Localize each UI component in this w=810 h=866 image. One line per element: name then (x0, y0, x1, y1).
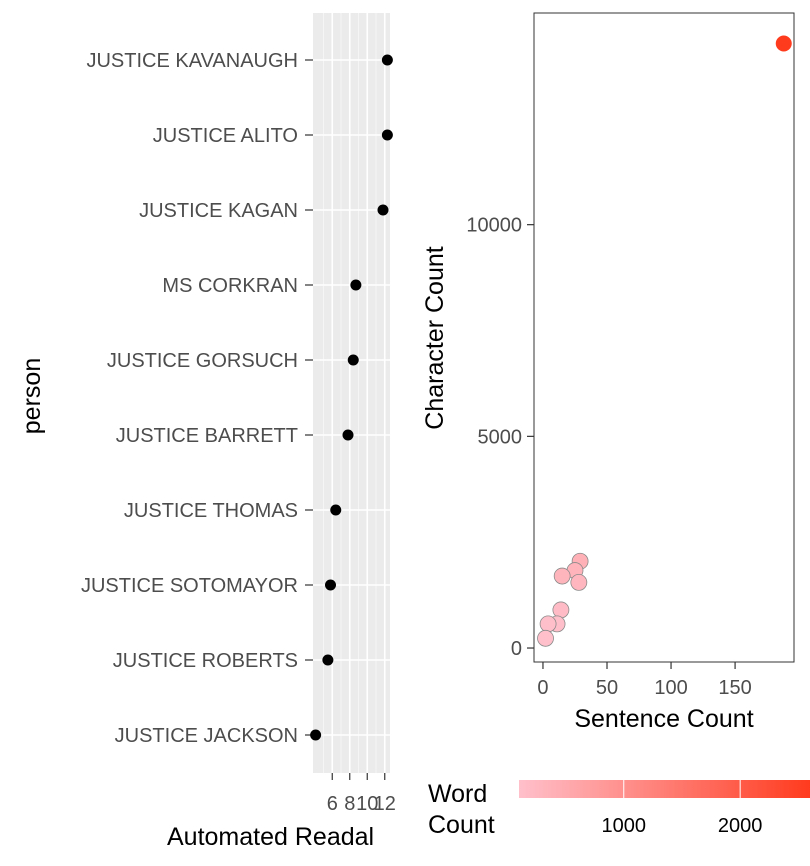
category-label: JUSTICE THOMAS (124, 500, 298, 522)
dot-point (325, 579, 336, 591)
readability-dot-plot: JUSTICE KAVANAUGH JUSTICE ALITO JUSTICE KA… (18, 13, 396, 851)
scatter-point (570, 574, 588, 591)
category-label: JUSTICE KAGAN (139, 200, 298, 222)
scatter-point (539, 615, 557, 633)
y-tick-label: 5000 (478, 426, 523, 448)
legend-title-line2: Count (428, 811, 495, 839)
y-axis-ticks: 0 5000 10000 (466, 215, 534, 660)
x-axis-title: Sentence Count (574, 705, 753, 733)
data-points (537, 35, 792, 647)
legend-ticks: 1000 2000 (602, 780, 763, 837)
y-axis-title: person (18, 358, 46, 434)
y-axis-title: Character Count (421, 246, 449, 429)
category-label: JUSTICE BARRETT (116, 425, 298, 447)
category-labels: JUSTICE KAVANAUGH JUSTICE ALITO JUSTICE KA… (81, 50, 313, 747)
legend-colorbar (519, 780, 810, 798)
color-legend: Word Count 1000 2000 (428, 780, 810, 839)
category-label: MS CORKRAN (162, 275, 298, 297)
dot-point (381, 129, 393, 141)
sentence-character-scatter: 0 5000 10000 0 50 100 150 Character Count Sen… (421, 12, 795, 733)
plot-panel-background (313, 13, 390, 773)
category-label: JUSTICE KAVANAUGH (86, 50, 298, 72)
x-tick-label: 150 (718, 677, 751, 699)
x-tick-label: 10 (356, 793, 378, 815)
x-tick-label: 12 (374, 793, 396, 815)
category-label: JUSTICE SOTOMAYOR (81, 575, 298, 597)
legend-title-line1: Word (428, 780, 487, 808)
legend-tick-label: 2000 (718, 815, 763, 837)
legend-tick-label: 1000 (602, 815, 647, 837)
category-label: JUSTICE GORSUCH (107, 350, 298, 372)
x-tick-label: 50 (596, 677, 618, 699)
dot-point (310, 729, 322, 741)
dot-point (350, 279, 362, 291)
y-tick-label: 10000 (466, 215, 522, 237)
scatter-point (553, 567, 571, 585)
dot-point (330, 504, 342, 516)
x-tick-label: 100 (654, 677, 687, 699)
category-label: JUSTICE ROBERTS (113, 650, 298, 672)
category-label: JUSTICE ALITO (153, 125, 298, 147)
scatter-point (775, 35, 792, 52)
x-tick-label: 8 (344, 793, 355, 815)
x-axis-title: Automated Readal (167, 823, 374, 851)
x-axis-ticks: 0 50 100 150 (537, 662, 752, 699)
dot-point (322, 654, 334, 666)
dot-point (377, 204, 389, 216)
dot-point (381, 54, 393, 66)
dot-point (342, 429, 354, 441)
scatter-point (537, 629, 554, 647)
x-tick-label: 6 (327, 793, 338, 815)
dot-point (347, 354, 359, 366)
category-label: JUSTICE JACKSON (115, 725, 298, 747)
data-points (310, 54, 393, 741)
x-tick-label: 0 (537, 677, 548, 699)
y-tick-label: 0 (511, 638, 522, 660)
scatter-point (552, 601, 570, 619)
